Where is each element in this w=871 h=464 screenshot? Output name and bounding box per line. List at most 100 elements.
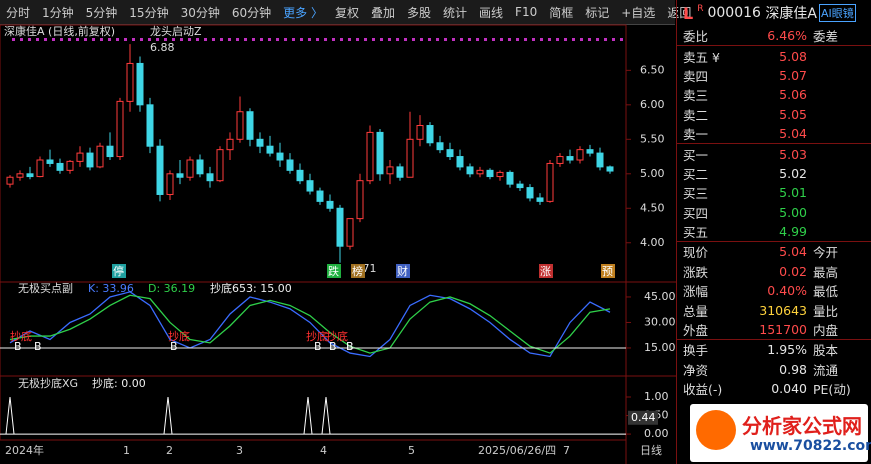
- marker-dot: [372, 38, 375, 41]
- toolbar-button[interactable]: 15分钟: [129, 5, 169, 20]
- quote-row: 买一 5.03: [677, 143, 871, 163]
- quote-row: 收益(-) 0.040 PE(动): [677, 379, 871, 398]
- toolbar-button[interactable]: 5分钟: [85, 5, 118, 20]
- row-value: 5.02: [779, 165, 807, 181]
- marker-dot: [572, 38, 575, 41]
- toolbar-button[interactable]: 简框: [549, 5, 574, 20]
- toolbar-button[interactable]: 分时: [6, 5, 31, 20]
- current-value: 0.44: [631, 411, 656, 424]
- marker-dot: [588, 38, 591, 41]
- row-extra: PE(动): [813, 382, 851, 398]
- candle-body: [86, 152, 94, 168]
- toolbar-button[interactable]: 30分钟: [180, 5, 220, 20]
- candle-body: [216, 149, 224, 182]
- marker-dot: [412, 38, 415, 41]
- toolbar-button[interactable]: 统计: [443, 5, 468, 20]
- marker-dot: [324, 38, 327, 41]
- row-label: 委比: [683, 29, 709, 45]
- candle-body: [416, 125, 424, 140]
- candle-body: [346, 218, 354, 247]
- row-label: 买三: [683, 186, 709, 202]
- row-label: 买四: [683, 205, 709, 221]
- marker-dot: [484, 38, 487, 41]
- marker-dot: [236, 38, 239, 41]
- marker-dot: [580, 38, 583, 41]
- marker-dot: [388, 38, 391, 41]
- marker-dot: [36, 38, 39, 41]
- candle-body: [446, 149, 454, 158]
- candle-body: [426, 125, 434, 144]
- marker-dot: [220, 38, 223, 41]
- wm-url: www.70822.com: [750, 438, 871, 454]
- toolbar-button[interactable]: +自选: [621, 5, 656, 20]
- quote-row: 卖二 5.05: [677, 105, 871, 124]
- candle-body: [536, 197, 544, 202]
- candle-body: [176, 173, 184, 178]
- tag[interactable]: AI眼镜: [818, 4, 856, 22]
- marker-dot: [100, 38, 103, 41]
- xg-value: 抄底: 0.00: [92, 376, 146, 390]
- toolbar-button[interactable]: 多股: [407, 5, 432, 20]
- marker-dot: [428, 38, 431, 41]
- row-value: 151700: [759, 322, 807, 338]
- row-label: 买一: [683, 147, 709, 163]
- marker-dot: [148, 38, 151, 41]
- quote-row: 买五 4.99: [677, 222, 871, 241]
- candle-body: [436, 142, 444, 151]
- marker-dot: [460, 38, 463, 41]
- marker-dot: [68, 38, 71, 41]
- marker-dot: [420, 38, 423, 41]
- marker-dot: [44, 38, 47, 41]
- quote-row: 卖一 5.04: [677, 124, 871, 143]
- event-label: 榜: [352, 264, 363, 278]
- quote-row: 总量 310643 量比: [677, 300, 871, 319]
- marker-dot: [228, 38, 231, 41]
- y-tick-label: 30.00: [644, 315, 676, 328]
- toolbar-button[interactable]: 标记: [585, 5, 610, 20]
- x-tick-label: 2: [166, 444, 173, 457]
- row-label: 涨幅: [683, 284, 709, 300]
- candle-body: [96, 145, 104, 168]
- marker-dot: [316, 38, 319, 41]
- current-box: [628, 410, 658, 425]
- quote-row: 委比 6.46% 委差: [677, 26, 871, 45]
- quote-row: 卖四 5.07: [677, 66, 871, 85]
- marker-dot: [516, 38, 519, 41]
- toolbar-button[interactable]: 画线: [479, 5, 504, 20]
- candle-body: [366, 131, 374, 182]
- marker-dot: [332, 38, 335, 41]
- y-tick-label: 15.00: [644, 341, 676, 354]
- row-label: 现价: [683, 245, 709, 261]
- candle-body: [276, 152, 284, 161]
- row-extra: 最低: [813, 284, 839, 300]
- candle-body: [126, 62, 134, 102]
- toolbar-button[interactable]: 更多 〉: [283, 5, 323, 20]
- marker-dot: [508, 38, 511, 41]
- watermark: 分析家公式网 www.70822.com: [690, 404, 871, 462]
- candle-body: [496, 171, 504, 178]
- marker-dot: [564, 38, 567, 41]
- marker-dot: [612, 38, 615, 41]
- b-label: B: [314, 340, 322, 353]
- b-label: B: [34, 340, 42, 353]
- marker-dot: [172, 38, 175, 41]
- toolbar-button[interactable]: 叠加: [370, 5, 395, 20]
- candle-body: [326, 200, 334, 209]
- x-tick-label: 2025/06/26/四: [478, 444, 556, 457]
- toolbar-button[interactable]: 1分钟: [42, 5, 74, 20]
- toolbar-button[interactable]: 60分钟: [231, 5, 272, 20]
- row-label: 买五: [683, 225, 709, 241]
- candle-body: [476, 169, 484, 175]
- marker-dot: [548, 38, 551, 41]
- candle-body: [16, 173, 24, 178]
- marker-dot: [348, 38, 351, 41]
- toolbar: 分时 1分钟 5分钟 15分钟 30分钟 60分钟 更多 〉复权 叠加 多股 统计 画线 F10 简框标…: [0, 0, 691, 25]
- marker-dot: [540, 38, 543, 41]
- toolbar-button[interactable]: F10: [515, 5, 538, 19]
- d-line: [9, 294, 611, 354]
- toolbar-button[interactable]: 返回: [667, 5, 692, 20]
- candle-body: [66, 160, 74, 171]
- event-label: 财: [397, 264, 408, 278]
- toolbar-button[interactable]: 复权: [334, 5, 359, 20]
